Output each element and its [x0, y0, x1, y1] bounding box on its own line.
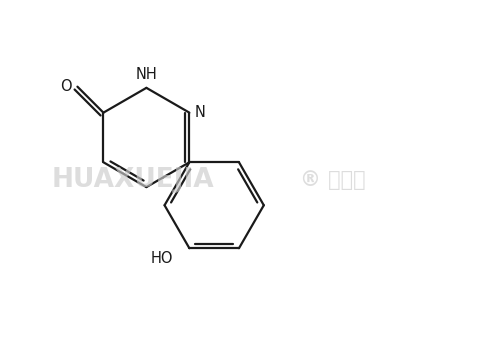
Text: N: N [195, 105, 206, 120]
Text: HO: HO [150, 251, 173, 266]
Text: HUAXUEJIA: HUAXUEJIA [52, 167, 214, 193]
Text: O: O [60, 79, 72, 94]
Text: NH: NH [135, 67, 157, 82]
Text: ® 化学加: ® 化学加 [300, 170, 366, 190]
